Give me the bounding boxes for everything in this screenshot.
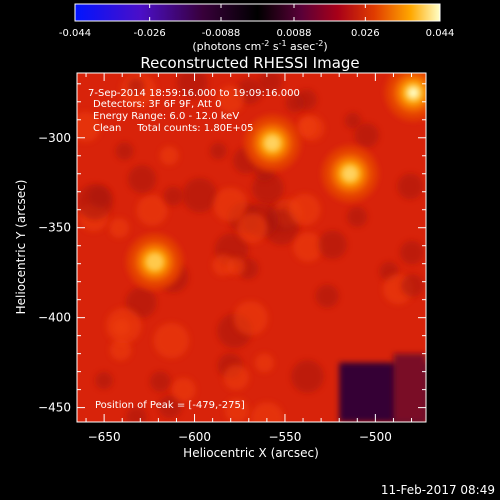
- colorbar-gradient: [74, 3, 441, 22]
- source-level: [149, 256, 160, 267]
- y-tick-label: −350: [38, 221, 71, 235]
- dark-region: [339, 353, 426, 422]
- texture-blob: [258, 73, 283, 93]
- texture-blob: [291, 360, 324, 393]
- y-tick-label: −450: [38, 401, 71, 415]
- x-axis: −650 −600 −550 −500: [85, 73, 413, 444]
- texture-blob: [127, 77, 145, 95]
- texture-blob: [297, 117, 317, 137]
- y-tick-label: −400: [38, 311, 71, 325]
- source-peak: [126, 233, 183, 290]
- texture-blob: [106, 308, 142, 344]
- colorbar-tick-label: -0.044: [59, 28, 91, 39]
- texture-blob: [136, 194, 168, 226]
- x-tick-label: −550: [268, 430, 301, 444]
- texture-blob: [125, 287, 157, 318]
- texture-blob: [109, 218, 130, 238]
- texture-blob: [399, 240, 424, 265]
- colorbar-ticks: -0.044 -0.026 -0.0088 0.0088 0.026 0.044: [59, 4, 454, 39]
- annotation-time-range: 7-Sep-2014 18:59:16.000 to 19:09:16.000: [88, 88, 300, 99]
- y-axis-label: Heliocentric Y (arcsec): [14, 180, 28, 315]
- texture-blob: [153, 322, 190, 359]
- y-axis: −300 −350 −400 −450: [38, 83, 426, 415]
- annotation-clean-counts: Clean Total counts: 1.80E+05: [93, 123, 253, 134]
- texture-blob: [397, 173, 424, 200]
- texture-blob: [176, 73, 208, 99]
- colorbar: -0.044 -0.026 -0.0088 0.0088 0.026 0.044 (pho…: [59, 3, 454, 53]
- source-peak: [322, 145, 379, 202]
- x-tick-label: −500: [359, 430, 392, 444]
- colorbar-tick-label: 0.044: [426, 28, 455, 39]
- texture-blob: [158, 395, 182, 419]
- colorbar-tick-label: 0.026: [351, 28, 380, 39]
- texture-blob: [128, 165, 157, 194]
- source-level: [408, 87, 419, 98]
- texture-blob: [237, 212, 268, 244]
- texture-blob: [115, 142, 134, 161]
- sources: [126, 73, 426, 290]
- dark-region-rect: [393, 353, 426, 422]
- texture-blob: [126, 406, 147, 422]
- texture-blob: [233, 301, 268, 336]
- annotation-energy-range: Energy Range: 6.0 - 12.0 keV: [93, 111, 239, 122]
- texture-blob: [171, 377, 196, 402]
- colorbar-unit-label: (photons cm-2 s-1 asec-2): [192, 39, 327, 53]
- plot-frame: [76, 72, 427, 423]
- heatmap: [77, 73, 426, 422]
- texture-blob: [149, 371, 171, 392]
- texture-blob: [401, 274, 424, 297]
- texture-blob: [288, 193, 321, 226]
- texture-blob: [293, 232, 323, 262]
- peak-position-label: Position of Peak = [-479,-275]: [95, 400, 245, 411]
- source-level: [267, 138, 278, 149]
- texture-blob: [209, 142, 227, 160]
- source-peak: [244, 115, 301, 172]
- texture-blob: [227, 257, 246, 276]
- chart-title: Reconstructed RHESSI Image: [140, 54, 359, 72]
- colorbar-tick-label: 0.0088: [277, 28, 312, 39]
- texture-blob: [223, 364, 249, 391]
- colorbar-tick-label: -0.026: [134, 28, 166, 39]
- y-tick-label: −300: [38, 131, 71, 145]
- x-tick-label: −650: [88, 430, 121, 444]
- texture-blob: [315, 284, 339, 308]
- texture-blob: [159, 146, 179, 165]
- x-tick-label: −600: [178, 430, 211, 444]
- x-axis-label: Heliocentric X (arcsec): [183, 446, 319, 460]
- texture-blob: [347, 206, 368, 227]
- texture-blob: [252, 172, 284, 205]
- texture-blob: [77, 111, 101, 142]
- annotation-block: 7-Sep-2014 18:59:16.000 to 19:09:16.000 …: [88, 88, 300, 134]
- texture-blob: [182, 177, 218, 213]
- texture-blob: [254, 353, 274, 373]
- footer-date: 11-Feb-2017 08:49: [381, 483, 495, 497]
- source-peak: [385, 73, 426, 121]
- texture-blob: [250, 402, 284, 422]
- texture-blob: [354, 123, 379, 148]
- texture-blob: [224, 398, 250, 422]
- texture-blob: [285, 94, 304, 113]
- colorbar-tick-label: -0.0088: [202, 28, 241, 39]
- source-level: [345, 168, 356, 179]
- texture-blob: [163, 186, 183, 206]
- texture-blob: [318, 230, 347, 260]
- texture-blob: [95, 371, 113, 390]
- annotation-detectors: Detectors: 3F 6F 9F, Att 0: [93, 99, 221, 110]
- texture-blob: [77, 183, 113, 220]
- texture-blob: [110, 339, 132, 361]
- texture-blob: [217, 85, 245, 113]
- texture-blob: [213, 187, 248, 222]
- texture-blob: [344, 112, 361, 129]
